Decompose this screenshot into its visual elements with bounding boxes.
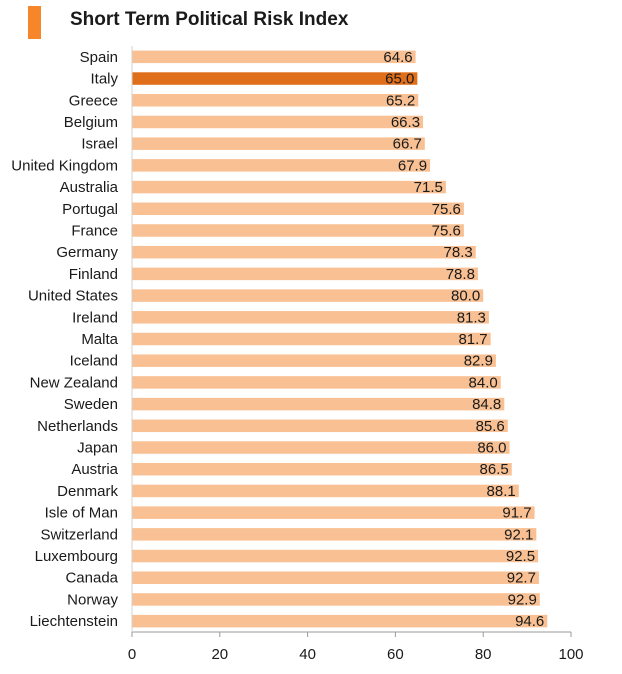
bar-australia <box>132 180 446 194</box>
value-label-sweden: 84.8 <box>472 396 501 413</box>
category-label-australia: Australia <box>60 179 119 196</box>
value-label-portugal: 75.6 <box>432 201 461 218</box>
value-label-malta: 81.7 <box>458 331 487 348</box>
category-label-norway: Norway <box>67 591 118 608</box>
category-label-iceland: Iceland <box>70 353 118 370</box>
value-label-israel: 66.7 <box>393 136 422 153</box>
bar-belgium <box>132 115 424 129</box>
value-label-denmark: 88.1 <box>487 483 516 500</box>
value-label-spain: 64.6 <box>383 49 412 66</box>
value-label-netherlands: 85.6 <box>476 418 505 435</box>
bar-new-zealand <box>132 376 501 389</box>
value-label-united-states: 80.0 <box>451 288 480 305</box>
bar-germany <box>132 245 476 259</box>
value-label-italy: 65.0 <box>385 71 414 88</box>
category-label-luxembourg: Luxembourg <box>35 548 118 565</box>
category-label-france: France <box>71 222 118 239</box>
value-label-australia: 71.5 <box>414 179 443 196</box>
x-axis: 0 20 40 60 80 100 <box>128 46 584 663</box>
x-tick-label: 80 <box>475 646 492 663</box>
bar-liechtenstein <box>132 614 548 628</box>
bar-switzerland <box>132 528 537 541</box>
category-label-sweden: Sweden <box>64 396 118 413</box>
chart-title: Short Term Political Risk Index <box>70 9 349 30</box>
value-label-belgium: 66.3 <box>391 114 420 131</box>
bar-denmark <box>132 484 519 498</box>
category-label-netherlands: Netherlands <box>37 418 118 435</box>
bar-israel <box>132 137 425 150</box>
category-label-denmark: Denmark <box>57 483 118 500</box>
bar-netherlands <box>132 419 508 433</box>
category-label-isle-of-man: Isle of Man <box>45 505 118 522</box>
title-accent-bar <box>28 6 41 39</box>
value-label-germany: 78.3 <box>444 244 473 261</box>
bar-spain <box>132 50 416 64</box>
bar-ireland <box>132 311 489 324</box>
bar-sweden <box>132 397 505 411</box>
category-label-united-kingdom: United Kingdom <box>11 157 118 174</box>
category-label-germany: Germany <box>56 244 118 261</box>
x-tick-label: 100 <box>558 646 583 663</box>
value-label-canada: 92.7 <box>507 570 536 587</box>
value-label-united-kingdom: 67.9 <box>398 157 427 174</box>
value-label-austria: 86.5 <box>480 461 509 478</box>
category-label-portugal: Portugal <box>62 201 118 218</box>
category-label-belgium: Belgium <box>64 114 118 131</box>
value-label-greece: 65.2 <box>386 92 415 109</box>
bar-austria <box>132 462 512 476</box>
category-label-finland: Finland <box>69 266 118 283</box>
value-label-isle-of-man: 91.7 <box>502 505 531 522</box>
value-label-new-zealand: 84.0 <box>469 374 498 391</box>
value-label-liechtenstein: 94.6 <box>515 613 544 630</box>
bar-malta <box>132 332 491 346</box>
bar-france <box>132 224 464 237</box>
category-label-malta: Malta <box>81 331 118 348</box>
x-tick-label: 40 <box>299 646 316 663</box>
bar-canada <box>132 571 539 584</box>
category-label-austria: Austria <box>71 461 118 478</box>
category-label-new-zealand: New Zealand <box>30 374 118 391</box>
category-label-ireland: Ireland <box>72 309 118 326</box>
value-label-france: 75.6 <box>432 222 461 239</box>
category-label-liechtenstein: Liechtenstein <box>30 613 118 630</box>
category-label-united-states: United States <box>28 288 118 305</box>
x-tick-label: 60 <box>387 646 404 663</box>
category-label-italy: Italy <box>90 71 118 88</box>
bar-portugal <box>132 202 464 216</box>
value-label-finland: 78.8 <box>446 266 475 283</box>
bar-japan <box>132 441 510 454</box>
value-label-switzerland: 92.1 <box>504 526 533 543</box>
category-label-switzerland: Switzerland <box>40 526 118 543</box>
category-label-greece: Greece <box>69 92 118 109</box>
category-label-canada: Canada <box>65 570 118 587</box>
value-label-ireland: 81.3 <box>457 309 486 326</box>
bar-finland <box>132 267 478 281</box>
category-label-japan: Japan <box>77 440 118 457</box>
x-tick-label: 0 <box>128 646 136 663</box>
value-label-japan: 86.0 <box>477 440 506 457</box>
value-label-norway: 92.9 <box>508 591 537 608</box>
bar-greece <box>132 94 419 107</box>
bar-norway <box>132 593 540 606</box>
bar-united-states <box>132 289 484 302</box>
value-label-luxembourg: 92.5 <box>506 548 535 565</box>
category-label-spain: Spain <box>80 49 118 66</box>
bar-luxembourg <box>132 549 539 563</box>
value-label-iceland: 82.9 <box>464 353 493 370</box>
bars-group: Spain 64.6 Italy 65.0 Greece 65.2 Belgium 66.3 I… <box>11 49 548 630</box>
bar-italy <box>132 72 418 85</box>
bar-united-kingdom <box>132 159 431 172</box>
x-tick-label: 20 <box>211 646 228 663</box>
bar-isle-of-man <box>132 506 535 519</box>
category-label-israel: Israel <box>81 136 118 153</box>
bar-iceland <box>132 354 496 367</box>
